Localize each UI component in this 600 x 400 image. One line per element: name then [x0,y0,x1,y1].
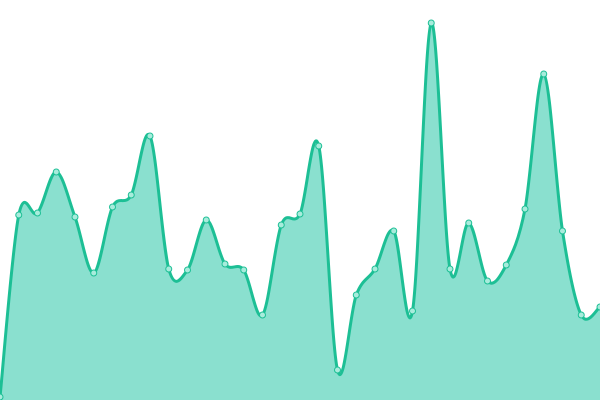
data-point-15 [277,221,285,229]
series-line [0,21,600,398]
data-point-17 [315,142,323,150]
data-point-22 [409,307,416,315]
data-point-32 [596,303,600,311]
data-point-31 [577,311,585,319]
data-point-10 [184,266,191,274]
data-point-7 [127,191,135,199]
data-point-2 [34,209,41,217]
data-point-13 [240,266,248,274]
data-point-3 [52,168,60,176]
data-point-23 [427,19,435,27]
data-point-5 [90,269,98,277]
data-point-9 [165,265,173,273]
data-point-27 [502,261,510,269]
data-point-18 [334,366,341,374]
data-point-26 [484,277,491,285]
data-point-1 [15,211,23,219]
data-point-12 [221,260,229,268]
data-point-21 [390,227,398,235]
data-point-29 [540,70,548,78]
data-point-25 [465,219,473,227]
area-fill [0,22,600,400]
data-point-30 [559,227,566,235]
data-point-11 [202,216,210,224]
data-point-0 [0,393,4,400]
data-points [0,19,600,400]
data-point-19 [352,291,360,299]
data-point-28 [521,205,529,213]
data-point-8 [146,132,154,140]
data-point-20 [371,265,379,273]
data-point-16 [296,210,304,218]
data-point-6 [109,203,116,211]
data-point-14 [259,311,266,319]
data-point-24 [446,265,454,273]
data-point-4 [71,213,79,221]
